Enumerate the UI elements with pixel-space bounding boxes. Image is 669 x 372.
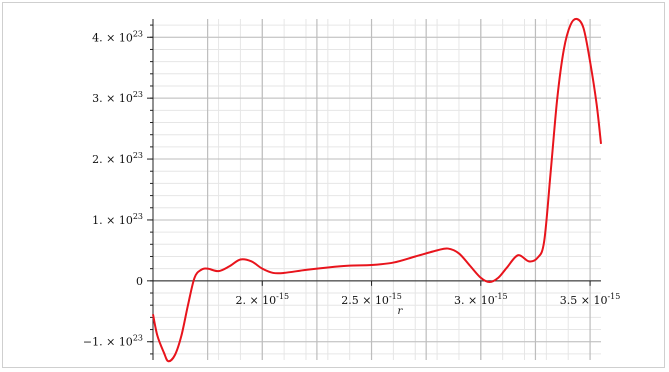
y-tick-label: 3. × 1023 (92, 90, 143, 105)
series-line-0 (152, 17, 602, 363)
y-tick-label: 2. × 1023 (92, 151, 143, 166)
x-tick-label: 3.5 × 10-15 (560, 292, 621, 307)
chart-frame: −1. × 1023 0 1. × 1023 2. × 1023 3. × 1023 4.… (2, 2, 665, 368)
x-tick-label: 3. × 10-15 (454, 292, 508, 307)
line-chart: −1. × 1023 0 1. × 1023 2. × 1023 3. × 1023 4.… (83, 17, 620, 363)
y-tick-label: 4. × 1023 (92, 29, 143, 44)
x-tick-label: 2.5 × 10-15 (341, 292, 402, 307)
y-tick-label: 1. × 1023 (92, 212, 143, 227)
x-tick-label: 2. × 10-15 (235, 292, 289, 307)
axes-layer (147, 19, 601, 360)
y-tick-label: 0 (136, 275, 143, 288)
grid-layer (153, 19, 601, 360)
y-tick-label: −1. × 1023 (83, 334, 143, 349)
series-layer (152, 17, 602, 363)
tick-labels-layer: −1. × 1023 0 1. × 1023 2. × 1023 3. × 1023 4.… (83, 29, 620, 348)
x-axis-label: r (398, 306, 404, 317)
